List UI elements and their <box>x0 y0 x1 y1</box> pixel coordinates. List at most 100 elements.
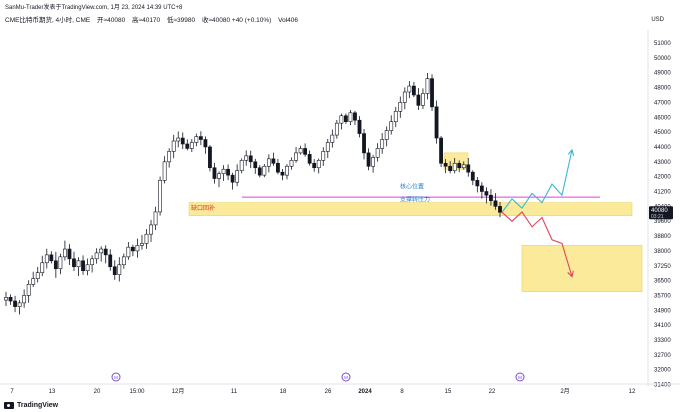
candle-body <box>416 94 421 106</box>
candle-body <box>144 233 149 244</box>
target-zone <box>521 245 643 293</box>
x-tick-label: 7 <box>10 389 14 395</box>
candle-body <box>8 297 13 302</box>
y-tick-label: 47000 <box>654 100 671 106</box>
candle-body <box>44 254 49 264</box>
bear-path-line <box>501 211 573 277</box>
candle-body <box>493 200 498 207</box>
y-tick-label: 34900 <box>654 308 671 314</box>
event-marker-label: M <box>114 375 118 380</box>
candle-body <box>226 168 230 176</box>
candle-body <box>285 165 289 176</box>
candle-body <box>85 264 90 272</box>
candle-body <box>130 246 135 252</box>
candle-body <box>425 78 430 94</box>
candle-body <box>298 148 303 154</box>
ohlc-low: 低≈39980 <box>166 17 196 24</box>
y-tick-label: 32700 <box>654 353 671 359</box>
candle-body <box>35 272 40 279</box>
y-tick-label: 34100 <box>654 323 671 329</box>
y-tick-label: 31400 <box>654 383 671 389</box>
x-tick-label: 18 <box>280 389 287 395</box>
candle-body <box>76 260 81 268</box>
candle-body <box>362 133 366 154</box>
candle-body <box>253 161 258 169</box>
candle-body <box>452 162 457 172</box>
x-tick-label: 2月 <box>560 388 569 395</box>
candle-body <box>162 161 167 181</box>
bull-path-line <box>501 149 573 213</box>
event-marker-icon <box>515 372 525 382</box>
candle-body <box>208 146 212 169</box>
candle-body <box>353 112 357 121</box>
last-price-timer: 03:21 <box>651 214 664 220</box>
candle-body <box>307 154 312 164</box>
currency-label: USD <box>651 17 664 23</box>
x-tick-label: 8 <box>400 389 404 395</box>
x-tick-label: 15:00 <box>129 389 145 395</box>
candle-body <box>489 194 493 202</box>
candle-body <box>430 78 434 108</box>
candle-body <box>330 134 335 143</box>
candle-body <box>389 121 394 131</box>
candle-body <box>479 185 484 192</box>
candle-body <box>171 140 176 152</box>
candle-body <box>203 139 208 148</box>
y-tick-label: 35700 <box>654 293 671 299</box>
volume-value: Vol406 <box>278 17 298 24</box>
candle-body <box>230 174 235 183</box>
x-tick-label: 22 <box>489 389 496 395</box>
last-price-value: 40080 <box>651 208 668 214</box>
y-tick-label: 37250 <box>654 264 671 270</box>
candle-body <box>498 206 502 213</box>
candle-body <box>271 158 276 164</box>
candle-body <box>239 160 244 172</box>
x-tick-label: 13 <box>49 389 56 395</box>
candle-body <box>189 142 194 149</box>
candle-body <box>280 171 285 176</box>
candle-body <box>257 167 262 176</box>
x-tick-label: 26 <box>325 389 332 395</box>
candle-body <box>466 164 471 173</box>
x-tick-label: 12月 <box>172 388 185 395</box>
y-tick-label: 44000 <box>654 145 671 151</box>
candle-body <box>63 248 67 258</box>
tradingview-logo-icon <box>4 402 14 409</box>
candle-body <box>121 256 126 266</box>
y-tick-label: 38000 <box>654 249 671 255</box>
candle-body <box>17 302 22 307</box>
chart-annotation: 支撑转压力 <box>400 196 430 204</box>
candle-body <box>185 143 190 149</box>
candle-body <box>180 137 185 145</box>
candle-body <box>22 295 27 304</box>
x-tick-label: 15 <box>445 389 452 395</box>
candle-body <box>325 142 330 152</box>
candle-body <box>470 171 475 181</box>
bull-path-arrowhead-icon <box>567 148 575 156</box>
chart-header: SanMu-Trader发表于TradingView.com, 1月 23, 2… <box>0 0 680 30</box>
candle-body <box>244 155 249 161</box>
candle-body <box>475 180 480 187</box>
ohlc-close: 收≈40080 +40 (+0.10%) <box>201 17 272 24</box>
x-tick-label: 2024 <box>358 389 372 395</box>
candle-body <box>31 278 36 285</box>
y-tick-label: 33300 <box>654 338 671 344</box>
candle-body <box>49 254 54 262</box>
y-tick-label: 48000 <box>654 86 671 92</box>
candle-body <box>411 85 416 96</box>
candle-body <box>262 165 267 176</box>
y-tick-label: 51000 <box>654 41 671 47</box>
candle-body <box>112 266 117 275</box>
y-tick-label: 43000 <box>654 160 671 166</box>
candle-body <box>266 158 271 167</box>
y-tick-label: 32000 <box>654 368 671 374</box>
candle-body <box>294 152 298 161</box>
candle-body <box>81 260 85 271</box>
candle-body <box>457 162 462 169</box>
candle-body <box>439 137 443 164</box>
symbol-name[interactable]: CME比特币期货, 4小时, CME <box>5 17 91 24</box>
candle-body <box>384 130 389 140</box>
candle-body <box>135 245 140 252</box>
candle-body <box>303 148 308 155</box>
